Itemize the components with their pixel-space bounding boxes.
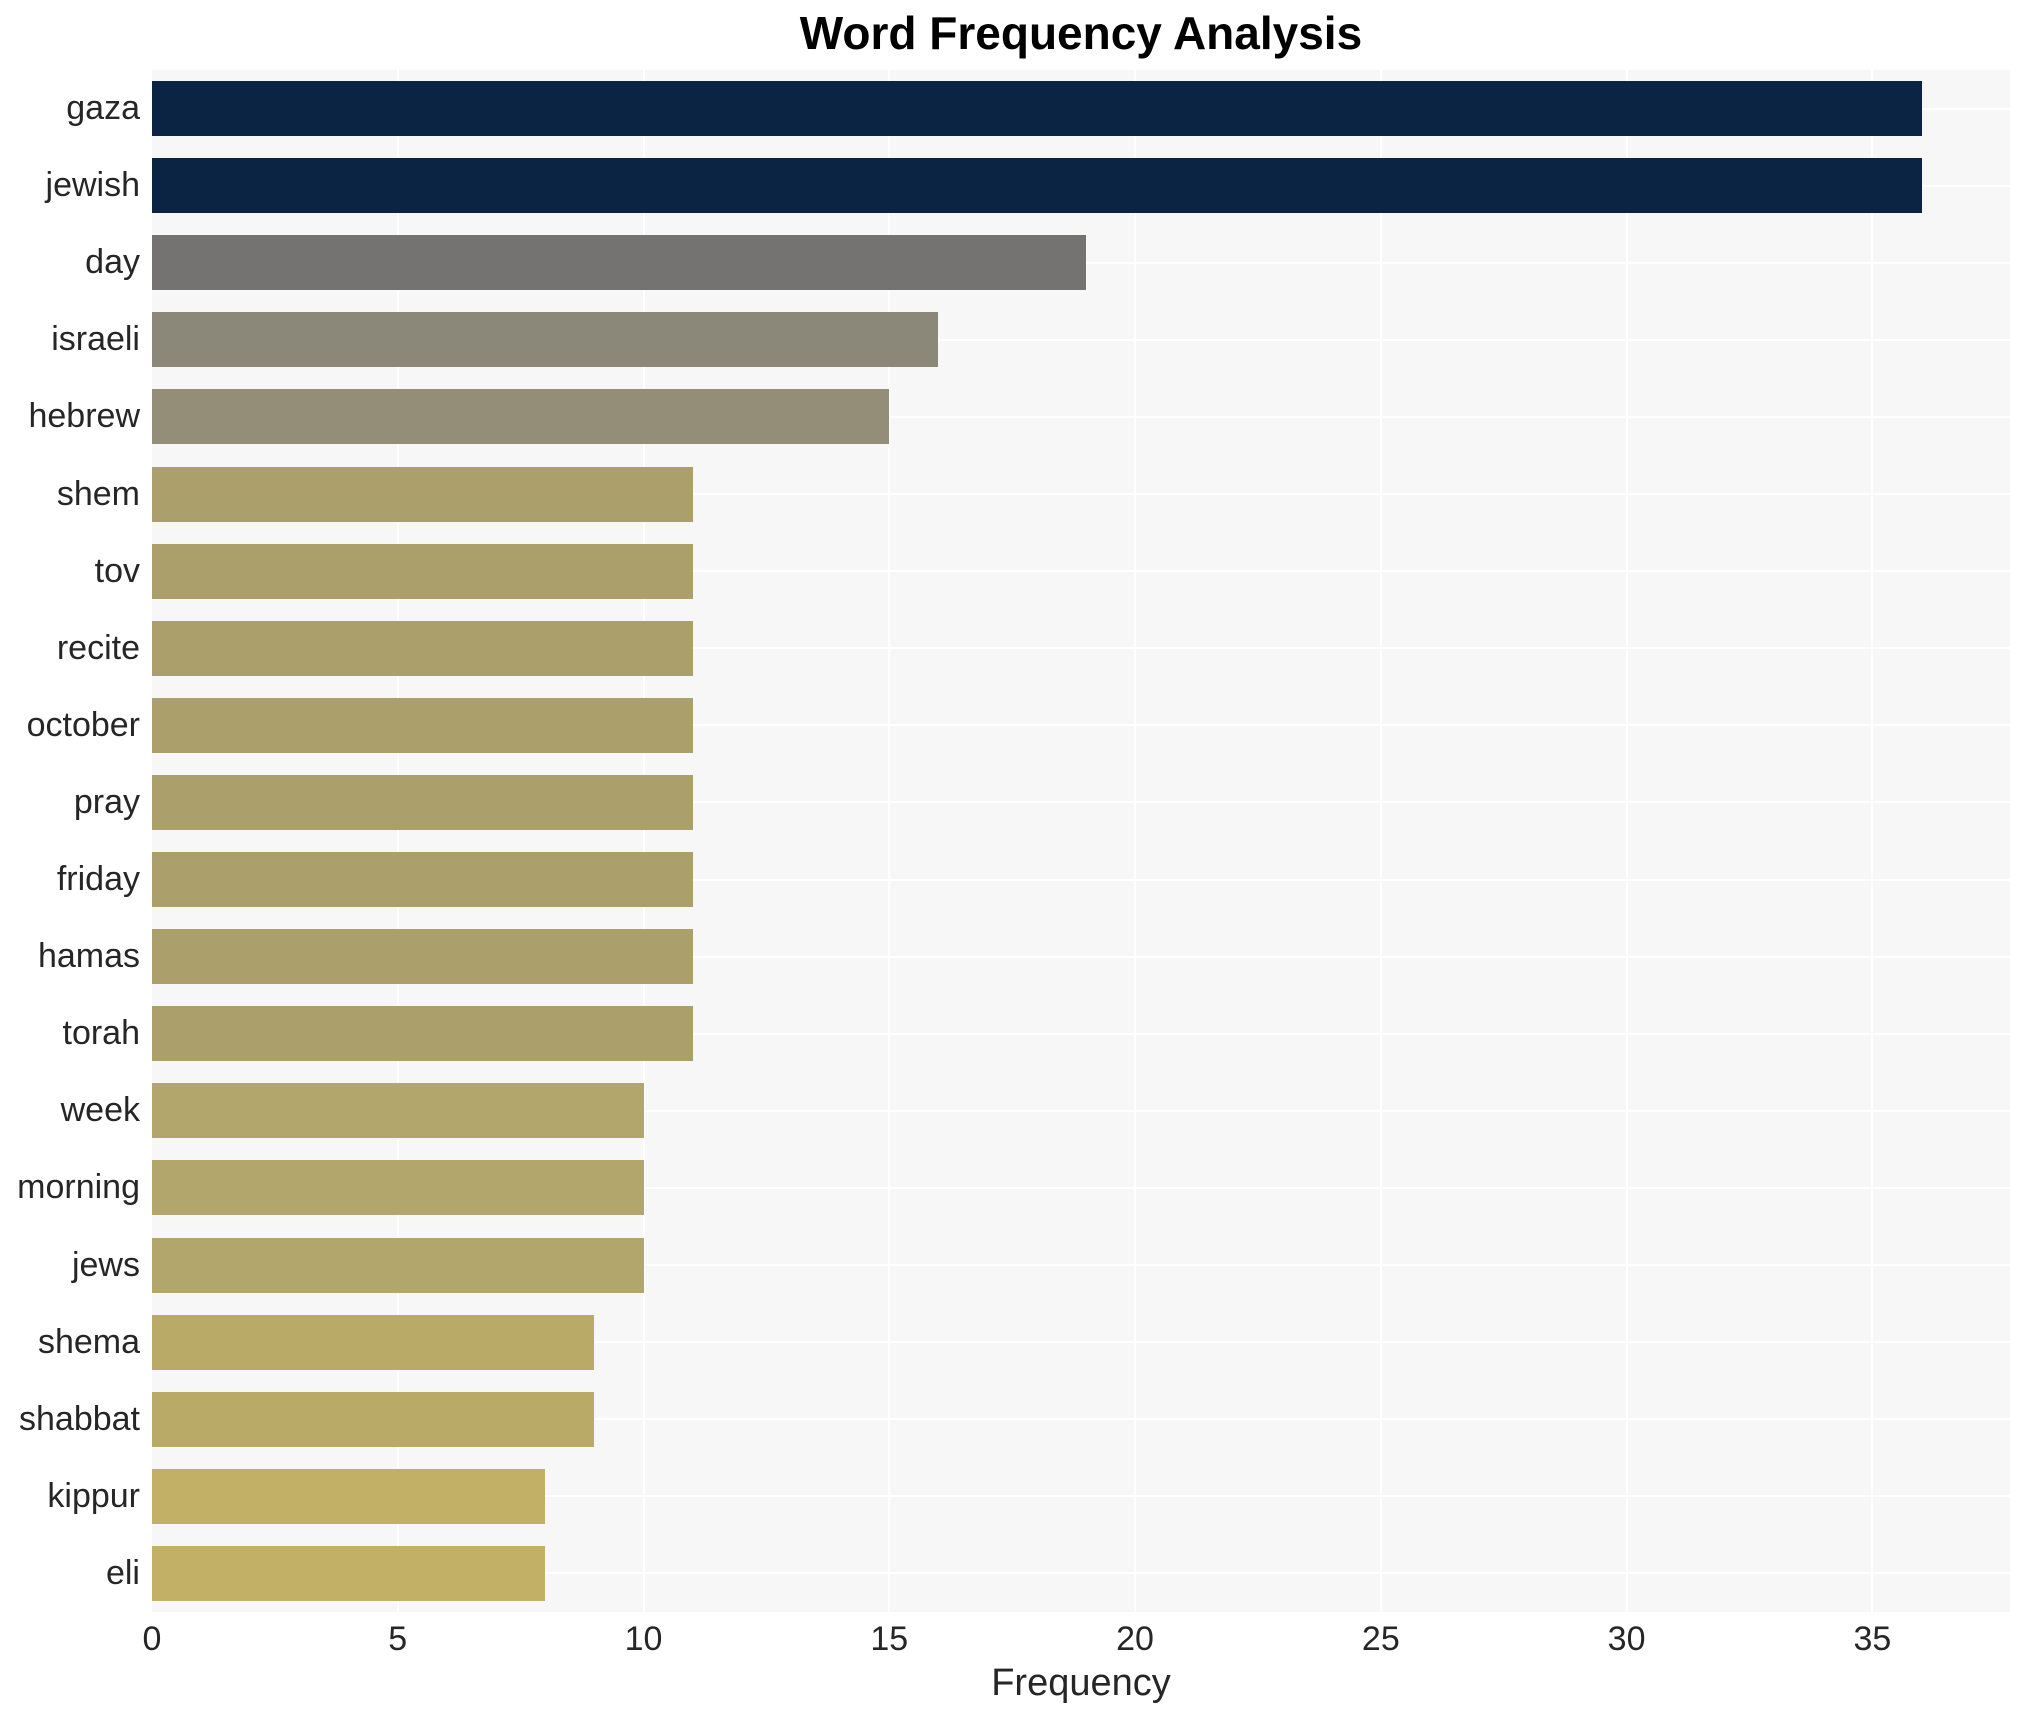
horizontal-gridline <box>152 570 2010 573</box>
bar-gaza <box>152 81 1922 137</box>
x-axis-ticks: 0 5 10 15 20 25 30 35 <box>0 1620 2030 1664</box>
plot-area <box>152 70 2010 1612</box>
vertical-gridline <box>1625 70 1628 1612</box>
vertical-gridline <box>396 70 399 1612</box>
horizontal-gridline <box>152 1109 2010 1112</box>
y-label-recite: recite <box>56 628 140 667</box>
horizontal-gridline <box>152 493 2010 496</box>
bar-friday <box>152 852 693 908</box>
horizontal-gridline <box>152 801 2010 804</box>
y-label-tov: tov <box>94 551 140 590</box>
x-tick-10: 10 <box>624 1620 663 1658</box>
horizontal-gridline <box>152 1418 2010 1421</box>
horizontal-gridline <box>152 1186 2010 1189</box>
bar-torah <box>152 1006 693 1062</box>
y-label-torah: torah <box>62 1014 141 1053</box>
horizontal-gridline <box>152 955 2010 958</box>
x-tick-25: 25 <box>1361 1620 1400 1658</box>
horizontal-gridline <box>152 338 2010 341</box>
y-label-jewish: jewish <box>45 166 140 205</box>
bar-day <box>152 235 1086 291</box>
bar-shem <box>152 466 693 522</box>
horizontal-gridline <box>152 1264 2010 1267</box>
y-label-pray: pray <box>73 782 140 821</box>
y-label-friday: friday <box>56 860 140 898</box>
x-tick-35: 35 <box>1853 1620 1892 1658</box>
vertical-gridline <box>1379 70 1382 1612</box>
bar-morning <box>152 1160 644 1216</box>
horizontal-gridline <box>152 1495 2010 1498</box>
y-label-israeli: israeli <box>51 320 140 359</box>
y-axis-labels: gaza jewish day israeli hebrew shem tov recite o… <box>0 70 140 1612</box>
y-label-jews: jews <box>71 1245 140 1284</box>
y-label-october: october <box>26 705 140 744</box>
x-tick-15: 15 <box>870 1620 909 1658</box>
x-axis-title: Frequency <box>991 1662 1171 1704</box>
y-label-kippur: kippur <box>47 1476 140 1515</box>
horizontal-gridline <box>152 647 2010 650</box>
y-label-hebrew: hebrew <box>28 397 140 436</box>
bar-jews <box>152 1237 644 1293</box>
horizontal-gridline <box>152 1032 2010 1035</box>
x-tick-0: 0 <box>142 1620 162 1658</box>
x-tick-20: 20 <box>1116 1620 1154 1658</box>
vertical-gridline <box>1134 70 1137 1612</box>
bar-hebrew <box>152 389 890 445</box>
bar-pray <box>152 774 693 830</box>
horizontal-gridline <box>152 724 2010 727</box>
vertical-gridline <box>1871 70 1874 1612</box>
vertical-gridline <box>888 70 891 1612</box>
bar-shema <box>152 1314 595 1370</box>
horizontal-gridline <box>152 878 2010 881</box>
bar-october <box>152 697 693 753</box>
y-label-shem: shem <box>56 474 140 513</box>
horizontal-gridline <box>152 1341 2010 1344</box>
bar-tov <box>152 543 693 599</box>
bar-jewish <box>152 158 1922 214</box>
y-label-week: week <box>60 1091 140 1130</box>
chart-title: Word Frequency Analysis <box>799 7 1363 59</box>
bar-recite <box>152 620 693 676</box>
y-label-hamas: hamas <box>37 937 140 976</box>
bar-eli <box>152 1545 546 1601</box>
bar-kippur <box>152 1468 546 1524</box>
x-tick-5: 5 <box>388 1620 408 1658</box>
y-label-shabbat: shabbat <box>19 1399 140 1438</box>
horizontal-gridline <box>152 415 2010 418</box>
bar-israeli <box>152 312 939 368</box>
y-label-shema: shema <box>37 1322 140 1361</box>
y-label-morning: morning <box>17 1168 140 1207</box>
bar-hamas <box>152 929 693 985</box>
y-label-day: day <box>85 243 140 282</box>
y-label-gaza: gaza <box>66 89 140 127</box>
horizontal-gridline <box>152 1572 2010 1575</box>
bar-week <box>152 1083 644 1139</box>
y-label-eli: eli <box>105 1553 140 1592</box>
bar-shabbat <box>152 1391 595 1447</box>
x-tick-30: 30 <box>1607 1620 1646 1658</box>
vertical-gridline <box>642 70 645 1612</box>
